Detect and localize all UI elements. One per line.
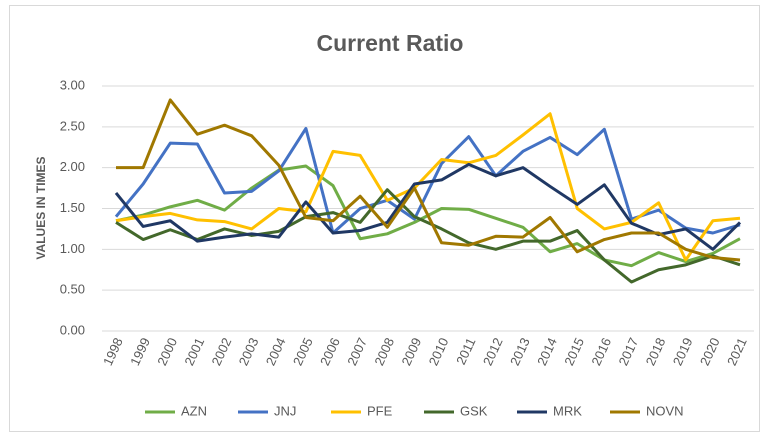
- y-tick-label: 3.00: [60, 77, 85, 92]
- series-line: [115, 112, 741, 262]
- y-tick-label: 1.00: [60, 241, 85, 256]
- legend-label: JNJ: [274, 403, 296, 418]
- y-tick-label: 2.00: [60, 159, 85, 174]
- y-tick-label: 0.50: [60, 282, 85, 297]
- y-tick-label: 0.00: [60, 322, 85, 337]
- y-tick-label: 2.50: [60, 118, 85, 133]
- legend-label: NOVN: [646, 403, 684, 418]
- legend-label: AZN: [181, 403, 207, 418]
- y-axis-label: VALUES IN TIMES: [34, 156, 48, 259]
- series-line: [115, 188, 741, 284]
- series-line: [114, 162, 742, 251]
- chart-title: Current Ratio: [317, 30, 464, 56]
- legend-label: PFE: [367, 403, 393, 418]
- legend-label: MRK: [553, 403, 582, 418]
- series-line: [116, 98, 741, 262]
- legend-label: GSK: [460, 403, 488, 418]
- y-tick-label: 1.50: [60, 200, 85, 215]
